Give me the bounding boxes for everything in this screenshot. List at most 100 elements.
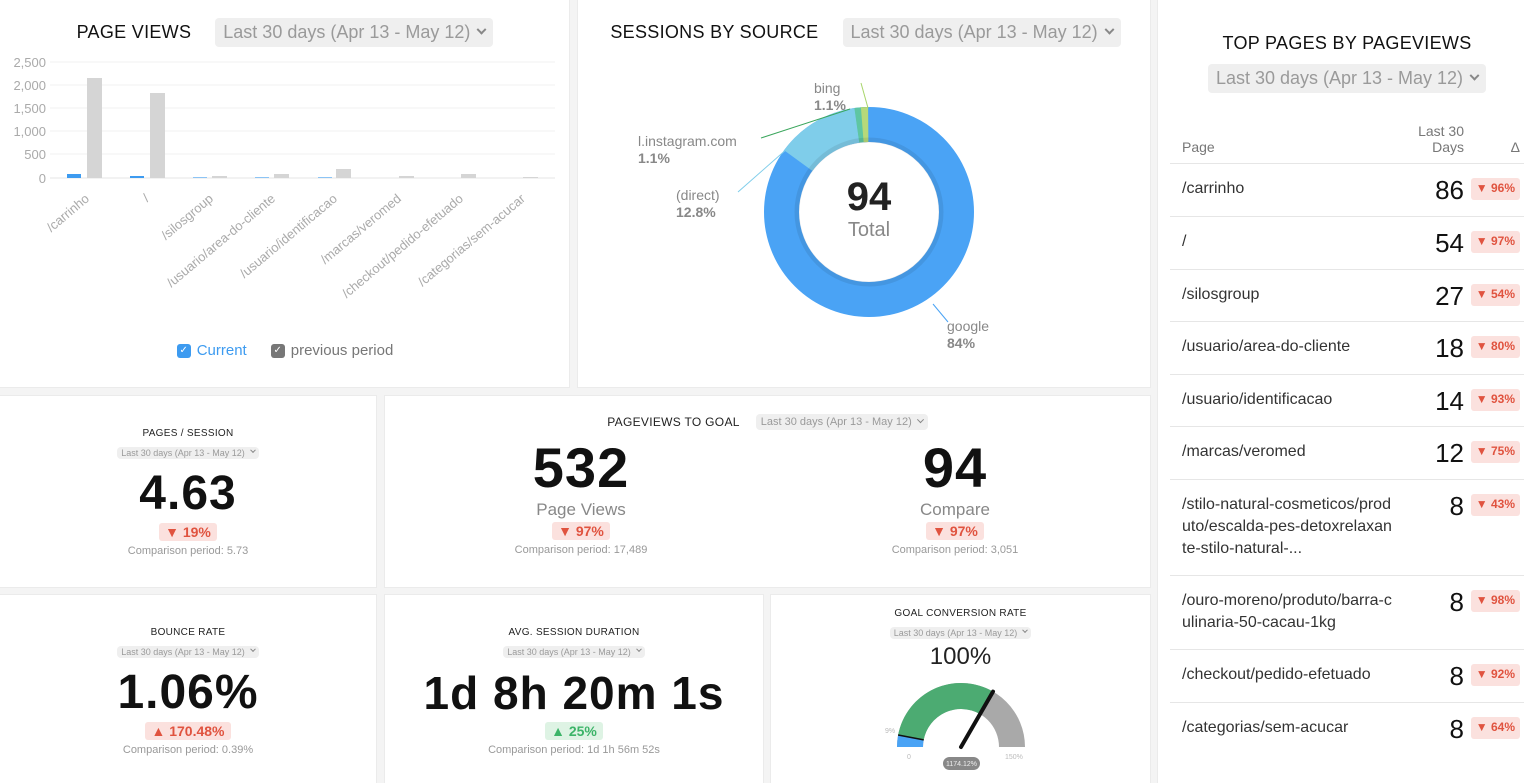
page-views-panel: PAGE VIEWS Last 30 days (Apr 13 - May 12…	[0, 0, 570, 388]
kpi-value: 100%	[929, 643, 992, 670]
pages-per-session-panel: PAGES / SESSION Last 30 days (Apr 13 - M…	[0, 395, 377, 588]
avg-session-duration-panel: AVG. SESSION DURATION Last 30 days (Apr …	[384, 594, 764, 783]
svg-text:9%: 9%	[885, 728, 895, 735]
sessions-date-dropdown[interactable]: Last 30 days (Apr 13 - May 12)	[842, 18, 1121, 47]
table-header: Page Last 30 Days Δ	[1170, 122, 1524, 164]
date-range-label: Last 30 days (Apr 13 - May 12)	[223, 22, 471, 42]
y-tick: 2,500	[13, 55, 46, 70]
goal-right-metric: 94 Compare ▼ 97% Comparison period: 3,05…	[855, 436, 1055, 556]
delta-badge: ▼ 97%	[1470, 231, 1520, 253]
metric-label: Page Views	[536, 500, 626, 519]
delta-badge: ▼ 43%	[1470, 494, 1520, 516]
page-views-value: 8	[1449, 714, 1464, 744]
kpi-date-dropdown[interactable]: Last 30 days (Apr 13 - May 12)	[117, 646, 259, 658]
delta-badge: ▲ 25%	[545, 722, 603, 740]
svg-text:/checkout/pedido-efetuado: /checkout/pedido-efetuado	[339, 191, 466, 301]
kpi-date-dropdown[interactable]: Last 30 days (Apr 13 - May 12)	[755, 414, 928, 430]
table-row: /ouro-moreno/produto/barra-culinaria-50-…	[1170, 576, 1524, 650]
chevron-down-icon	[476, 24, 487, 35]
bounce-rate-panel: BOUNCE RATE Last 30 days (Apr 13 - May 1…	[0, 594, 377, 783]
table-row: /silosgroup 27 ▼ 54%	[1170, 270, 1524, 322]
donut-total-label: Total	[847, 219, 891, 241]
y-tick: 500	[24, 147, 46, 162]
page-views-value: 8	[1449, 661, 1464, 691]
goal-left-metric: 532 Page Views ▼ 97% Comparison period: …	[481, 436, 681, 556]
kpi-value: 1.06%	[117, 666, 259, 719]
slice-label-direct: (direct) 12.8%	[676, 187, 720, 220]
delta-badge: ▼ 54%	[1470, 284, 1520, 306]
gauge-chart: 9% 0 150% 1174.12%	[885, 683, 1025, 770]
legend-current-toggle[interactable]: ✓ Current	[176, 342, 247, 359]
column-header-last-30-days[interactable]: Last 30 Days	[1418, 123, 1464, 155]
page-path: /silosgroup	[1182, 286, 1260, 303]
table-row: /checkout/pedido-efetuado 8 ▼ 92%	[1170, 650, 1524, 703]
svg-text:/categorias/sem-acucar: /categorias/sem-acucar	[415, 190, 529, 289]
delta-badge: ▼ 96%	[1470, 178, 1520, 200]
checkbox-checked-icon: ✓	[270, 343, 285, 358]
top-pages-date-dropdown[interactable]: Last 30 days (Apr 13 - May 12)	[1207, 64, 1487, 93]
comparison-text: Comparison period: 17,489	[514, 544, 648, 556]
y-tick: 2,000	[13, 78, 46, 93]
delta-badge: ▼ 64%	[1470, 717, 1520, 739]
page-views-date-dropdown[interactable]: Last 30 days (Apr 13 - May 12)	[215, 18, 494, 47]
delta-badge: ▼ 97%	[552, 522, 610, 540]
chevron-down-icon	[1469, 70, 1480, 81]
chevron-down-icon	[916, 415, 924, 423]
delta-badge: ▼ 75%	[1470, 441, 1520, 463]
date-range-label: Last 30 days (Apr 13 - May 12)	[1215, 68, 1464, 88]
y-tick: 1,000	[13, 124, 46, 139]
y-tick: 1,500	[13, 101, 46, 116]
kpi-title: AVG. SESSION DURATION	[508, 627, 640, 638]
page-views-value: 86	[1435, 175, 1464, 205]
page-views-title: PAGE VIEWS	[76, 22, 192, 42]
page-path: /ouro-moreno/produto/barra-culinaria-50-…	[1182, 592, 1392, 631]
pageviews-to-goal-panel: PAGEVIEWS TO GOAL Last 30 days (Apr 13 -…	[384, 395, 1151, 588]
svg-text:/silosgroup: /silosgroup	[158, 191, 216, 243]
slice-label-instagram: l.instagram.com 1.1%	[638, 133, 737, 166]
kpi-title: BOUNCE RATE	[150, 627, 226, 638]
kpi-date-dropdown[interactable]: Last 30 days (Apr 13 - May 12)	[117, 447, 259, 459]
metric-label: Compare	[920, 500, 990, 519]
chart-legend: ✓ Current ✓ previous period	[0, 342, 570, 359]
donut-center: 94 Total	[819, 175, 919, 242]
column-header-delta[interactable]: Δ	[1510, 139, 1520, 155]
chevron-down-icon	[249, 447, 256, 453]
page-views-value: 14	[1435, 386, 1464, 416]
sessions-title: SESSIONS BY SOURCE	[610, 22, 819, 42]
delta-badge: ▼ 80%	[1470, 336, 1520, 358]
table-row: /usuario/area-do-cliente 18 ▼ 80%	[1170, 322, 1524, 375]
page-views-value: 27	[1435, 281, 1464, 311]
column-header-page[interactable]: Page	[1182, 139, 1215, 155]
delta-badge: ▼ 98%	[1470, 590, 1520, 612]
chevron-down-icon	[249, 646, 256, 652]
sessions-by-source-panel: SESSIONS BY SOURCE Last 30 days (Apr 13 …	[577, 0, 1151, 388]
table-row: /stilo-natural-cosmeticos/produto/escald…	[1170, 480, 1524, 576]
kpi-title: PAGEVIEWS TO GOAL	[607, 415, 740, 429]
page-path: /checkout/pedido-efetuado	[1182, 666, 1371, 683]
top-pages-title: TOP PAGES BY PAGEVIEWS	[1222, 33, 1472, 53]
svg-text:150%: 150%	[1005, 754, 1023, 761]
kpi-date-dropdown[interactable]: Last 30 days (Apr 13 - May 12)	[889, 627, 1032, 639]
goal-conversion-panel: GOAL CONVERSION RATE Last 30 days (Apr 1…	[770, 594, 1151, 783]
legend-previous-toggle[interactable]: ✓ previous period	[270, 342, 393, 359]
page-path: /categorias/sem-acucar	[1182, 719, 1349, 736]
kpi-title: GOAL CONVERSION RATE	[894, 608, 1027, 619]
page-path: /carrinho	[1182, 180, 1245, 197]
x-axis-labels: /carrinho / /silosgroup /usuario/area-do…	[44, 190, 529, 300]
checkbox-checked-icon: ✓	[176, 343, 191, 358]
svg-text:0: 0	[907, 754, 911, 761]
delta-badge: ▲ 170.48%	[145, 722, 231, 740]
table-row: /carrinho 86 ▼ 96%	[1170, 164, 1524, 217]
delta-badge: ▼ 97%	[926, 522, 984, 540]
donut-total-value: 94	[846, 175, 892, 219]
table-row: / 54 ▼ 97%	[1170, 217, 1524, 270]
svg-text:/: /	[140, 191, 153, 205]
page-views-bar-chart: 2,500 2,000 1,500 1,000 500 0 /carrinho …	[13, 55, 555, 301]
kpi-value: 4.63	[139, 467, 237, 520]
top-pages-panel: TOP PAGES BY PAGEVIEWS Last 30 days (Apr…	[1157, 0, 1536, 783]
table-row: /usuario/identificacao 14 ▼ 93%	[1170, 375, 1524, 427]
kpi-date-dropdown[interactable]: Last 30 days (Apr 13 - May 12)	[503, 646, 645, 658]
page-views-value: 8	[1449, 587, 1464, 617]
table-row: /categorias/sem-acucar 8 ▼ 64%	[1170, 703, 1524, 756]
page-views-value: 54	[1435, 228, 1464, 258]
